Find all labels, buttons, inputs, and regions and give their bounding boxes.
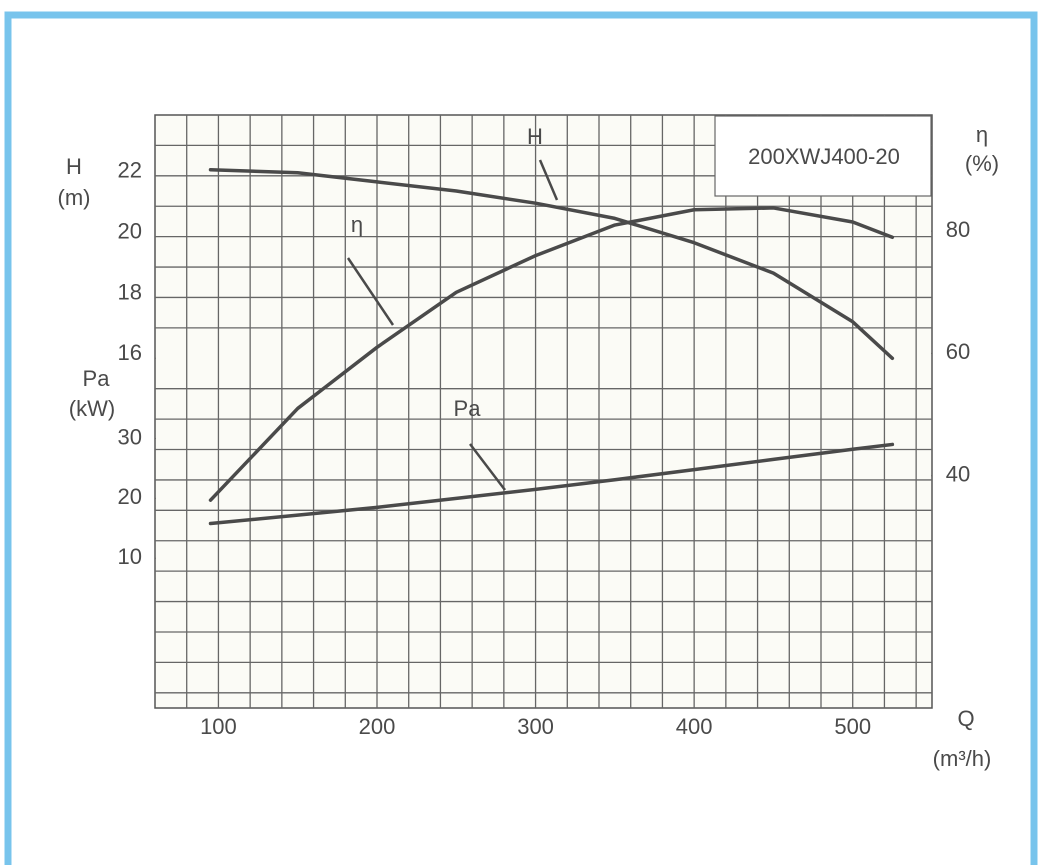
- y3-unit: (kW): [69, 396, 115, 421]
- leader-line: [538, 159, 559, 201]
- y3-label: Pa: [83, 366, 111, 391]
- curve: [208, 167, 895, 361]
- y2-tick-label: 80: [946, 217, 970, 242]
- curve: [208, 206, 895, 502]
- y3-tick-label: 30: [118, 424, 142, 449]
- leader-line: [469, 443, 506, 491]
- model-box: [714, 115, 932, 197]
- x-tick-label: 300: [517, 714, 554, 739]
- x-unit: (m³/h): [933, 746, 992, 771]
- x-tick-label: 400: [676, 714, 713, 739]
- y-label: H: [66, 154, 82, 179]
- curve-label: Pa: [454, 396, 482, 421]
- y-tick-label: 16: [118, 340, 142, 365]
- grid: [155, 115, 932, 708]
- x-tick-label: 200: [359, 714, 396, 739]
- curve: [208, 442, 895, 526]
- y-tick-label: 18: [118, 279, 142, 304]
- y2-tick-label: 40: [946, 462, 970, 487]
- y2-label: η: [976, 122, 988, 147]
- leaders: [346, 159, 559, 491]
- y2-unit: (%): [965, 151, 999, 176]
- y2-tick-label: 60: [946, 339, 970, 364]
- y3-tick-label: 20: [118, 484, 142, 509]
- x-tick-label: 500: [834, 714, 871, 739]
- leader-line: [346, 257, 395, 326]
- y-tick-label: 22: [118, 158, 142, 183]
- y3-tick-label: 10: [118, 544, 142, 569]
- x-tick-label: 100: [200, 714, 237, 739]
- x-label: Q: [957, 706, 974, 731]
- frame: [4, 11, 1038, 865]
- model-title: 200XWJ400-20: [748, 144, 900, 169]
- y-unit: (m): [58, 185, 91, 210]
- y-tick-label: 20: [118, 218, 142, 243]
- curve-label: η: [351, 212, 363, 237]
- curve-label: H: [527, 124, 543, 149]
